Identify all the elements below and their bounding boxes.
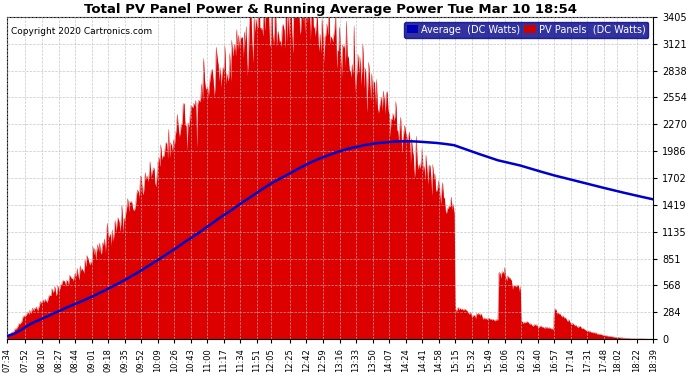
Text: Copyright 2020 Cartronics.com: Copyright 2020 Cartronics.com <box>10 27 152 36</box>
Title: Total PV Panel Power & Running Average Power Tue Mar 10 18:54: Total PV Panel Power & Running Average P… <box>83 3 577 16</box>
Legend: Average  (DC Watts), PV Panels  (DC Watts): Average (DC Watts), PV Panels (DC Watts) <box>404 22 649 38</box>
